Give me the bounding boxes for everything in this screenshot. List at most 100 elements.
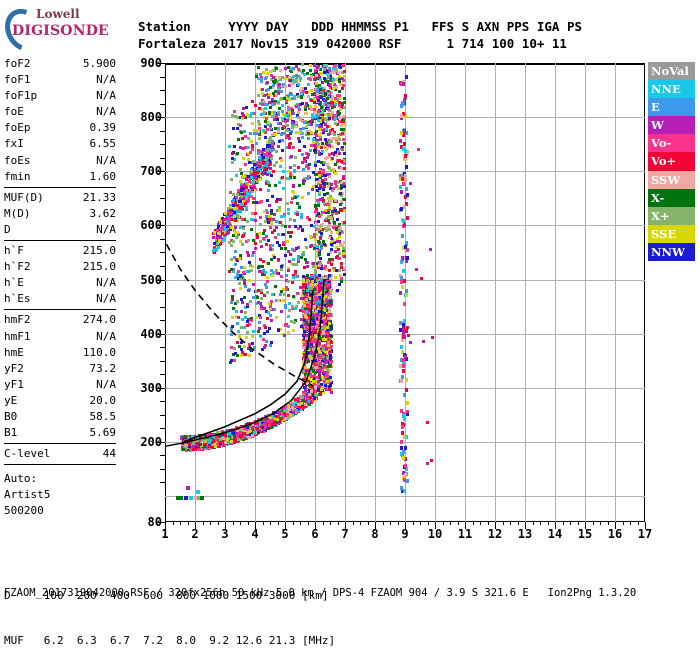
echo-point (187, 437, 191, 441)
echo-point (282, 418, 286, 422)
echo-point (245, 427, 249, 431)
x-label-4: 4 (251, 527, 259, 541)
param-key: foF1p (4, 89, 38, 103)
echo-point (270, 418, 274, 422)
param-value: N/A (96, 377, 116, 391)
auto-line-1: Artist5 (4, 488, 51, 502)
x-label-10: 10 (427, 527, 443, 541)
param-value: 3.62 (89, 206, 117, 220)
y-tick-minor (160, 428, 165, 430)
gridline-v-10 (435, 63, 436, 522)
y-tick-major-80 (157, 522, 165, 523)
echo-point (206, 433, 210, 437)
param-row-fof1p: foF1p N/A (4, 88, 116, 104)
gridline-v-5 (285, 63, 286, 522)
y-tick-minor (160, 144, 165, 146)
echo-point (243, 425, 247, 429)
x-tick-minor (322, 522, 324, 525)
y-tick-minor (160, 455, 165, 457)
gridline-h-100 (165, 496, 645, 497)
x-tick-1 (165, 522, 166, 529)
echo-point (295, 408, 299, 412)
echo-point (297, 396, 301, 400)
ionogram-plot[interactable] (165, 63, 645, 522)
echo-point (288, 412, 292, 416)
echo-point (251, 433, 255, 437)
echo-point (265, 416, 269, 420)
x-tick-minor (420, 522, 421, 525)
param-row-fof1: foF1 N/A (4, 72, 116, 88)
echo-point (287, 404, 291, 408)
param-key: yF1 (4, 377, 24, 391)
echo-point (192, 441, 195, 445)
param-value: N/A (96, 105, 116, 119)
param-key: hmF2 (4, 313, 31, 327)
echo-point (252, 423, 255, 427)
echo-point (181, 445, 184, 449)
param-value: N/A (96, 153, 116, 167)
param-value: 5.900 (82, 57, 116, 70)
echo-point (250, 432, 254, 436)
echo-point (282, 409, 286, 413)
echo-point (197, 447, 201, 451)
param-key: D (4, 222, 11, 236)
echo-point (195, 440, 199, 444)
param-row-d: D N/A (4, 222, 116, 238)
x-tick-minor (277, 522, 279, 525)
echo-point (267, 417, 271, 421)
param-group-virtual-heights: h`F 215.0 h`F2 215.0 h`E N/A h`Es N/A (4, 243, 116, 307)
echo-point (277, 414, 280, 418)
echo-point (188, 446, 192, 450)
echo-point (263, 425, 267, 429)
echo-point (291, 403, 295, 406)
echo-point (308, 392, 311, 396)
echo-point (189, 438, 193, 442)
echo-point (267, 423, 271, 427)
gridline-v-3 (225, 63, 226, 522)
x-axis-ticks (165, 522, 646, 529)
param-value: 58.5 (89, 409, 117, 423)
echo-point (197, 435, 201, 439)
param-value: 73.2 (89, 361, 117, 375)
echo-point (246, 431, 249, 434)
param-key: hmF1 (4, 329, 31, 343)
echo-point (296, 402, 300, 406)
y-tick-minor (160, 468, 165, 470)
param-key: foF1 (4, 73, 31, 87)
param-row-fmin: fmin 1.60 (4, 169, 116, 185)
gridline-h-800 (165, 117, 645, 119)
x-tick-13 (525, 522, 526, 529)
echo-point (289, 410, 293, 414)
echo-scatter-points (165, 63, 645, 522)
x-tick-minor (292, 522, 294, 525)
echo-point (256, 418, 260, 422)
echo-point (221, 432, 224, 436)
echo-point (299, 405, 303, 409)
echo-point (258, 428, 262, 432)
x-tick-minor (210, 522, 211, 525)
echo-point (199, 442, 203, 446)
echo-point (200, 438, 204, 442)
echo-point (268, 419, 272, 423)
param-key: hmE (4, 345, 24, 359)
echo-point (212, 439, 216, 443)
ionogram-parameters-panel: foF2 5.900 foF1 N/A foF1p N/A foE N/A foEp 0.39 fx… (4, 56, 116, 520)
station-header-values: Fortaleza 2017 Nov15 319 042000 RSF 1 71… (138, 36, 567, 51)
echo-point (282, 405, 286, 409)
param-key: foE (4, 105, 24, 119)
echo-point (209, 436, 213, 440)
x-tick-minor (330, 522, 331, 525)
y-tick-major-800 (157, 117, 165, 119)
x-tick-15 (585, 522, 586, 529)
echo-point (265, 426, 269, 430)
x-label-17: 17 (637, 527, 653, 541)
x-tick-minor (300, 522, 301, 525)
echo-point (262, 423, 266, 427)
echo-point (183, 435, 187, 439)
echo-point (292, 410, 295, 414)
x-tick-minor (577, 522, 579, 525)
echo-point (284, 413, 288, 417)
echo-point (219, 436, 223, 440)
echo-point (224, 440, 228, 444)
echo-point (213, 441, 216, 445)
